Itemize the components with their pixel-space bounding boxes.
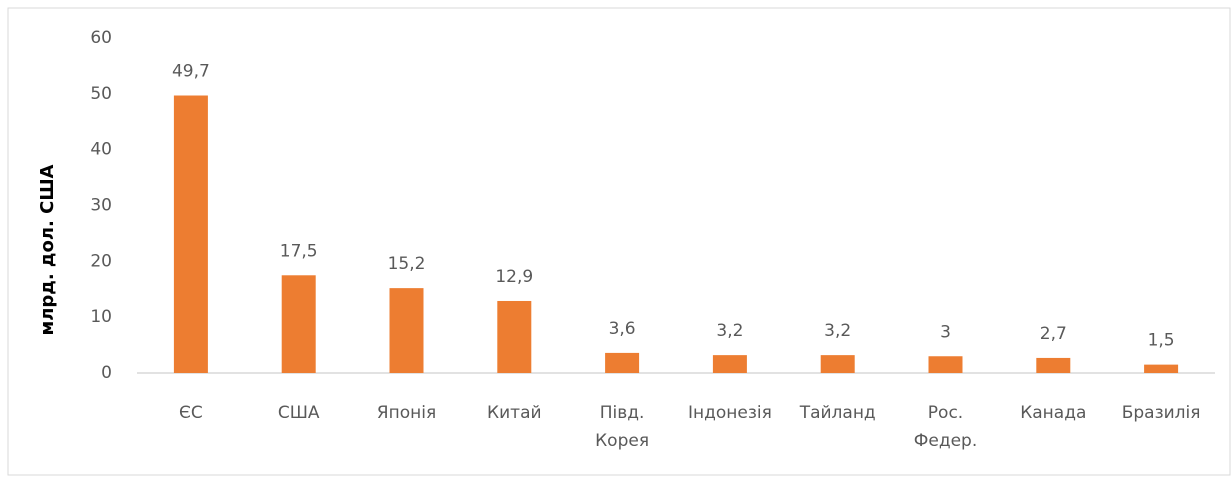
bar xyxy=(928,356,963,373)
data-label: 49,7 xyxy=(172,62,210,82)
data-label: 12,9 xyxy=(495,267,533,287)
bar xyxy=(389,288,424,373)
y-tick-label: 0 xyxy=(101,363,112,383)
data-label: 2,7 xyxy=(1040,324,1067,344)
bar xyxy=(605,352,640,373)
data-label: 1,5 xyxy=(1148,331,1175,351)
x-tick-label: США xyxy=(278,403,320,423)
y-tick-label: 30 xyxy=(90,196,112,216)
bar xyxy=(497,300,532,373)
data-label: 17,5 xyxy=(280,241,318,261)
data-label: 3,2 xyxy=(824,321,851,341)
data-label: 15,2 xyxy=(388,254,426,274)
data-label: 3 xyxy=(940,322,951,342)
y-tick-label: 50 xyxy=(90,84,112,104)
bar xyxy=(1144,364,1179,373)
x-tick-label: Японія xyxy=(377,403,436,423)
data-label: 3,2 xyxy=(716,321,743,341)
x-tick-label: Рос. Федер. xyxy=(914,403,978,451)
chart-border xyxy=(7,7,1231,476)
bar xyxy=(281,275,316,373)
x-tick-label: Тайланд xyxy=(799,403,876,423)
x-tick-label: Канада xyxy=(1020,403,1086,423)
bar xyxy=(712,355,747,373)
x-tick-label: ЄС xyxy=(179,403,203,423)
x-tick-label: Китай xyxy=(487,403,542,423)
bar xyxy=(1036,357,1071,373)
bar xyxy=(173,95,208,373)
y-axis-label: млрд. дол. США xyxy=(37,164,58,335)
x-tick-label: Індонезія xyxy=(688,403,772,423)
y-tick-label: 20 xyxy=(90,251,112,271)
data-label: 3,6 xyxy=(609,319,636,339)
y-tick-label: 10 xyxy=(90,307,112,327)
y-tick-label: 40 xyxy=(90,140,112,160)
x-tick-label: Півд. Корея xyxy=(595,403,649,451)
bar xyxy=(820,355,855,373)
y-tick-label: 60 xyxy=(90,28,112,48)
x-tick-label: Бразилія xyxy=(1122,403,1201,423)
